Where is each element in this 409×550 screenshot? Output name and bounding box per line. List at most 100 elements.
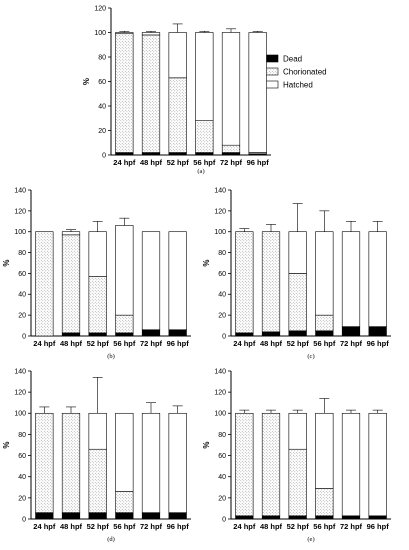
- bar-stack: [261, 224, 281, 337]
- bar-stack: [35, 231, 54, 337]
- chart-panel-b: 0 20 40 60 80 100 120 140% 24 hpf 48 hpf 52 hpf 56 …: [2, 187, 191, 360]
- y-tick-label: 0: [22, 516, 26, 523]
- bar-segment-hatched: [141, 32, 161, 36]
- y-tick-label: 100: [214, 229, 226, 236]
- y-tick-label: 20: [18, 313, 26, 320]
- bar-stack: [88, 377, 107, 520]
- bar-stack: [235, 409, 254, 520]
- bar-stack: [141, 402, 161, 520]
- bar-stack: [195, 30, 214, 156]
- y-tick-label: 120: [214, 208, 226, 215]
- bar-segment-dead: [288, 330, 307, 337]
- bar-segment-hatched: [141, 412, 161, 513]
- bar-segment-dead: [221, 152, 241, 156]
- bar-segment-dead: [235, 332, 254, 337]
- y-tick-label: 0: [222, 516, 226, 523]
- y-tick-label: 0: [22, 333, 26, 340]
- bar-segment-dead: [88, 332, 107, 337]
- y-axis-title: %: [202, 441, 211, 448]
- bar-segment-chorionated: [88, 276, 107, 334]
- y-tick-label: 80: [218, 432, 226, 439]
- chart-panel-d: 0 20 40 60 80 100 120 140% 24 hpf 48 hpf 52 hpf 56 …: [2, 368, 191, 543]
- bar-segment-dead: [115, 512, 134, 520]
- y-tick-label: 20: [218, 313, 226, 320]
- bar-stack: [368, 220, 387, 337]
- legend-label-chorionated: Chorionated: [283, 68, 327, 77]
- bar-stack: [315, 210, 334, 337]
- bar-segment-dead: [141, 329, 161, 337]
- x-tick-label: 52 hpf: [287, 522, 310, 531]
- bar-stack: [261, 409, 281, 520]
- y-tick-label: 60: [218, 453, 226, 460]
- x-tick-label: 52 hpf: [87, 522, 110, 531]
- bar-segment-dead: [341, 326, 361, 337]
- bar-segment-chorionated: [235, 231, 254, 334]
- x-tick-label: 24 hpf: [233, 339, 256, 348]
- x-tick-label: 52 hpf: [167, 158, 190, 167]
- bar-stack: [341, 220, 361, 337]
- y-axis-title: %: [82, 78, 91, 85]
- x-tick-label: 56 hpf: [113, 522, 136, 531]
- bar-stack: [141, 30, 161, 156]
- bar-segment-chorionated: [61, 412, 81, 513]
- x-tick-label: 96 hpf: [367, 339, 390, 348]
- y-tick-label: 60: [98, 79, 106, 86]
- y-tick-label: 60: [218, 271, 226, 278]
- bar-segment-dead: [141, 152, 161, 156]
- x-tick-label: 56 hpf: [313, 339, 336, 348]
- panel-caption: (b): [107, 353, 115, 360]
- bar-segment-dead: [115, 152, 134, 156]
- y-tick-label: 40: [218, 292, 226, 299]
- bar-stack: [315, 398, 334, 520]
- bar-segment-chorionated: [221, 144, 241, 153]
- bar-segment-hatched: [168, 32, 187, 79]
- y-tick-label: 100: [214, 411, 226, 418]
- x-tick-label: 48 hpf: [140, 158, 163, 167]
- x-tick-label: 24 hpf: [33, 522, 56, 531]
- x-tick-label: 72 hpf: [140, 522, 163, 531]
- bar-segment-hatched: [168, 231, 187, 331]
- bar-stack: [288, 203, 307, 337]
- x-tick-label: 48 hpf: [60, 339, 83, 348]
- y-axis-title: %: [2, 441, 11, 448]
- x-tick-label: 56 hpf: [193, 158, 216, 167]
- y-tick-label: 140: [214, 368, 226, 375]
- bar-segment-dead: [115, 332, 134, 337]
- y-tick-label: 80: [18, 432, 26, 439]
- legend-label-hatched: Hatched: [283, 81, 313, 90]
- y-axis-title: %: [202, 259, 211, 266]
- y-tick-label: 60: [18, 271, 26, 278]
- x-tick-label: 56 hpf: [313, 522, 336, 531]
- y-tick-label: 120: [94, 5, 106, 12]
- y-tick-label: 40: [18, 292, 26, 299]
- bar-segment-hatched: [88, 412, 107, 450]
- bar-stack: [115, 412, 134, 520]
- x-tick-label: 96 hpf: [247, 158, 270, 167]
- bar-segment-chorionated: [235, 412, 254, 517]
- bar-stack: [248, 30, 267, 156]
- bar-stack: [168, 231, 187, 337]
- x-tick-label: 72 hpf: [340, 339, 363, 348]
- bar-stack: [88, 220, 107, 337]
- y-tick-label: 0: [102, 152, 106, 159]
- legend: Dead Chorionated Hatched: [263, 55, 327, 90]
- x-tick-label: 52 hpf: [87, 339, 110, 348]
- x-tick-label: 96 hpf: [167, 339, 190, 348]
- x-tick-label: 48 hpf: [260, 339, 283, 348]
- bar-segment-chorionated: [315, 314, 334, 332]
- bar-segment-hatched: [115, 225, 134, 316]
- bar-segment-chorionated: [195, 120, 214, 153]
- bar-stack: [35, 406, 54, 520]
- y-tick-label: 80: [98, 54, 106, 61]
- bar-segment-dead: [368, 515, 387, 520]
- legend-label-dead: Dead: [283, 55, 302, 64]
- chart-panel-c: 0 20 40 60 80 100 120 140% 24 hpf 48 hpf 52 hpf 56 …: [202, 187, 391, 360]
- bar-stack: [221, 28, 241, 156]
- bar-segment-hatched: [368, 231, 387, 327]
- bar-segment-dead: [341, 515, 361, 520]
- bar-segment-chorionated: [288, 273, 307, 332]
- bar-stack: [61, 229, 81, 337]
- y-tick-label: 120: [14, 390, 26, 397]
- bar-segment-chorionated: [115, 33, 134, 153]
- bar-segment-chorionated: [35, 231, 54, 337]
